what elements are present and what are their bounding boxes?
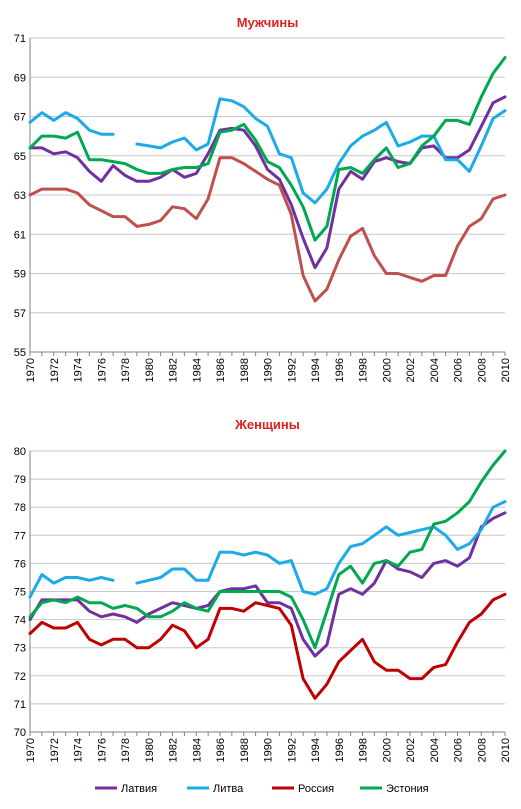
chart-2-x-tick-label: 1988 <box>239 738 251 762</box>
chart-1-x-tick-label: 1982 <box>168 358 180 382</box>
chart-1-x-tick-label: 1984 <box>191 358 203 382</box>
chart-2-y-tick-label: 73 <box>14 643 26 655</box>
chart-1-x-tick-label: 1970 <box>25 358 37 382</box>
chart-1-x-tick-label: 1994 <box>310 358 322 382</box>
chart-2-x-tick-label: 2010 <box>500 738 512 762</box>
chart-2-y-tick-label: 80 <box>14 446 26 458</box>
chart-1-x-tick-label: 1980 <box>144 358 156 382</box>
chart-2-y-tick-label: 75 <box>14 587 26 599</box>
chart-1-series-4-line <box>28 56 507 242</box>
chart-1-y-tick-label: 59 <box>14 269 26 281</box>
chart-2-series-2-line <box>28 500 507 599</box>
chart-1-x-tick-label: 1986 <box>215 358 227 382</box>
chart-2-x-tick-label: 1976 <box>96 738 108 762</box>
chart-1-x-tick-label: 1988 <box>239 358 251 382</box>
legend-label-1: Латвия <box>121 783 157 795</box>
chart-1-x-tick-label: 2000 <box>381 358 393 382</box>
chart-1-x-tick-label: 1992 <box>286 358 298 382</box>
chart-2-x-tick-label: 2006 <box>453 738 465 762</box>
chart-1-x-tick-label: 2004 <box>429 358 441 382</box>
chart-2-x-tick-label: 2002 <box>405 738 417 762</box>
chart-1-x-tick-label: 2006 <box>453 358 465 382</box>
chart-1-x-tick-label: 1974 <box>73 358 85 382</box>
chart-2-x-tick-label: 1992 <box>286 738 298 762</box>
chart-2-y-tick-label: 72 <box>14 671 26 683</box>
chart-2-x-tick-label: 2008 <box>476 738 488 762</box>
chart-1-x-tick-label: 1990 <box>263 358 275 382</box>
chart-1-x-tick-label: 1998 <box>358 358 370 382</box>
chart-2-series-1-line <box>28 511 507 658</box>
chart-2-y-tick-label: 76 <box>14 558 26 570</box>
chart-2-x-tick-label: 1978 <box>120 738 132 762</box>
chart-2-x-tick-label: 2004 <box>429 738 441 762</box>
chart-2-y-tick-label: 74 <box>14 615 26 627</box>
chart-2-x-tick-label: 2000 <box>381 738 393 762</box>
chart-2-series-3-line <box>28 592 507 700</box>
chart-1-x-tick-label: 1978 <box>120 358 132 382</box>
chart-1-x-tick-label: 1976 <box>96 358 108 382</box>
chart-2-x-tick-label: 1980 <box>144 738 156 762</box>
chart-1-y-tick-label: 61 <box>14 229 26 241</box>
chart-2-x-tick-label: 1982 <box>168 738 180 762</box>
chart-1-series-3-line <box>28 156 507 303</box>
chart-1-y-tick-label: 65 <box>14 151 26 163</box>
chart-2-x-tick-label: 1972 <box>49 738 61 762</box>
chart-1-y-tick-label: 63 <box>14 190 26 202</box>
chart-2-title: Женщины <box>234 417 300 432</box>
legend-label-2: Литва <box>213 783 244 795</box>
chart-1-y-tick-label: 55 <box>14 347 26 359</box>
chart-2-y-tick-label: 78 <box>14 502 26 514</box>
chart-1-x-tick-label: 2010 <box>500 358 512 382</box>
chart-1-series-2-line <box>28 97 507 205</box>
chart-1-y-tick-label: 67 <box>14 112 26 124</box>
legend-label-3: Россия <box>298 783 334 795</box>
chart-1-y-tick-label: 57 <box>14 308 26 320</box>
chart-2-x-tick-label: 1994 <box>310 738 322 762</box>
chart-2-y-tick-label: 79 <box>14 474 26 486</box>
chart-2-series-4-line <box>28 449 507 650</box>
chart-2-y-tick-label: 71 <box>14 699 26 711</box>
chart-1-y-tick-label: 69 <box>14 72 26 84</box>
chart-1-x-tick-label: 2008 <box>476 358 488 382</box>
chart-2-x-tick-label: 1986 <box>215 738 227 762</box>
chart-2-y-tick-label: 70 <box>14 727 26 739</box>
chart-1-x-tick-label: 1972 <box>49 358 61 382</box>
legend-label-4: Эстония <box>386 783 429 795</box>
chart-2-x-tick-label: 1996 <box>334 738 346 762</box>
chart-2-x-tick-label: 1990 <box>263 738 275 762</box>
chart-1-series-1-line <box>28 95 507 270</box>
chart-1-x-tick-label: 1996 <box>334 358 346 382</box>
chart-2-x-tick-label: 1998 <box>358 738 370 762</box>
chart-2-x-tick-label: 1970 <box>25 738 37 762</box>
chart-1-title: Мужчины <box>237 15 299 30</box>
chart-1-x-tick-label: 2002 <box>405 358 417 382</box>
chart-2-y-tick-label: 77 <box>14 530 26 542</box>
chart-2-x-tick-label: 1974 <box>73 738 85 762</box>
chart-1-y-tick-label: 71 <box>14 33 26 45</box>
chart-2-x-tick-label: 1984 <box>191 738 203 762</box>
